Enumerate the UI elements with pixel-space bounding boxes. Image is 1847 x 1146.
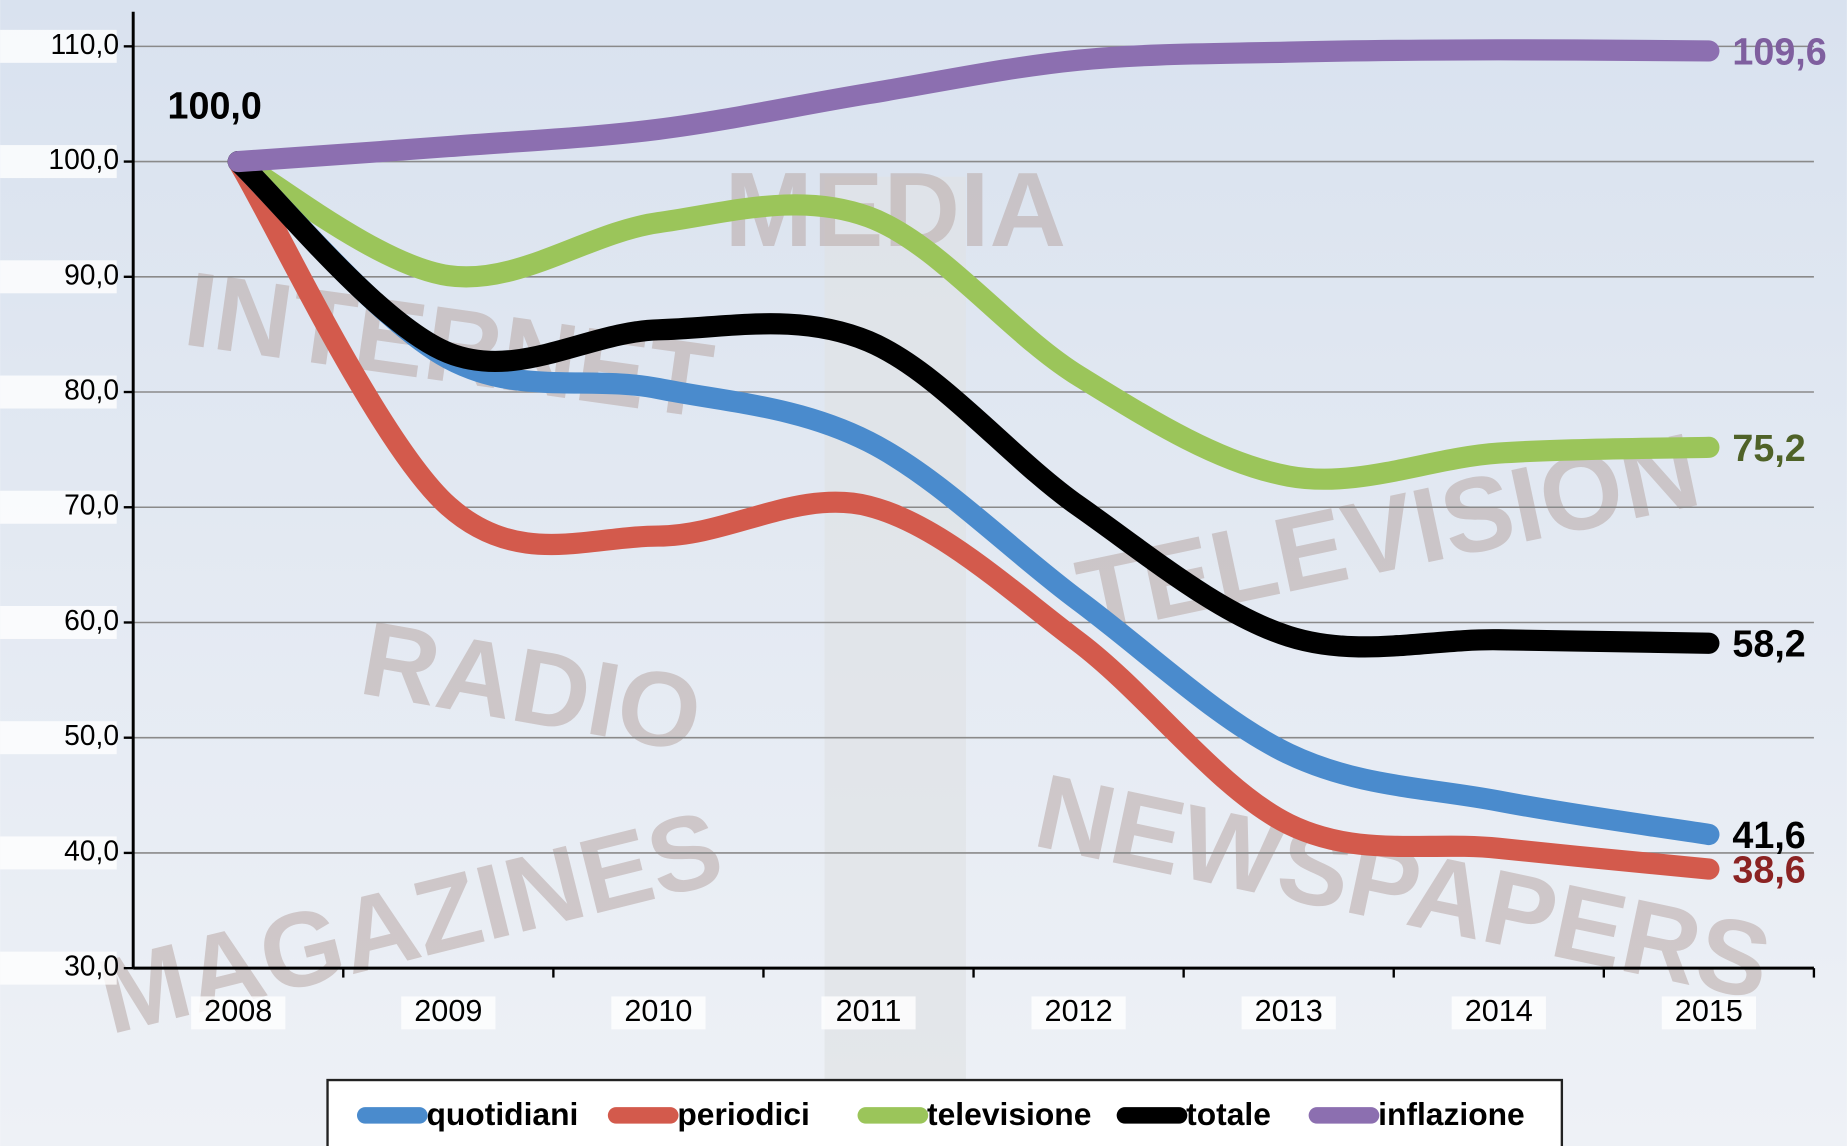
y-tick-label: 100,0 bbox=[48, 143, 119, 175]
series-line bbox=[227, 150, 1720, 490]
x-tick-label: 2008 bbox=[204, 994, 272, 1028]
x-tick-label: 2009 bbox=[414, 994, 482, 1028]
y-tick-bg bbox=[0, 375, 117, 409]
legend-label: periodici bbox=[677, 1096, 810, 1132]
x-tick-label: 2013 bbox=[1255, 994, 1323, 1028]
x-tick-bg bbox=[1451, 996, 1546, 1030]
x-tick-bg bbox=[1031, 996, 1126, 1030]
y-tick-bg bbox=[0, 721, 117, 755]
value-label: 75,2 bbox=[1732, 427, 1805, 469]
x-tick-label: 2012 bbox=[1045, 994, 1113, 1028]
x-tick-label: 2011 bbox=[836, 994, 902, 1028]
series-line bbox=[227, 150, 1720, 880]
y-tick-bg bbox=[0, 260, 117, 294]
series-line bbox=[227, 150, 1720, 658]
y-tick-label: 50,0 bbox=[64, 719, 119, 751]
y-tick-label: 80,0 bbox=[64, 373, 119, 405]
y-tick-label: 110,0 bbox=[50, 28, 119, 60]
x-tick-bg bbox=[1661, 996, 1756, 1030]
y-tick-bg bbox=[0, 836, 117, 870]
value-label: 38,6 bbox=[1732, 849, 1805, 891]
legend-label: televisione bbox=[927, 1096, 1091, 1132]
value-label: 41,6 bbox=[1732, 814, 1805, 856]
y-tick-label: 70,0 bbox=[64, 489, 119, 521]
x-tick-bg bbox=[821, 996, 916, 1030]
y-tick-label: 60,0 bbox=[64, 604, 119, 636]
x-tick-bg bbox=[191, 996, 286, 1030]
y-tick-bg bbox=[0, 951, 117, 985]
x-tick-label: 2015 bbox=[1675, 994, 1743, 1028]
y-tick-label: 40,0 bbox=[64, 834, 119, 866]
legend-label: totale bbox=[1186, 1096, 1271, 1132]
x-tick-label: 2014 bbox=[1465, 994, 1533, 1028]
x-tick-bg bbox=[611, 996, 706, 1030]
series-line bbox=[227, 39, 1720, 173]
x-tick-bg bbox=[401, 996, 496, 1030]
y-tick-bg bbox=[0, 490, 117, 524]
legend-label: inflazione bbox=[1378, 1096, 1525, 1132]
value-label: 100,0 bbox=[168, 85, 262, 127]
y-tick-label: 30,0 bbox=[64, 950, 119, 982]
x-tick-bg bbox=[1241, 996, 1336, 1030]
value-label: 58,2 bbox=[1732, 623, 1805, 665]
y-tick-label: 90,0 bbox=[64, 258, 119, 290]
y-tick-bg bbox=[0, 145, 117, 179]
value-label: 109,6 bbox=[1732, 30, 1826, 72]
y-tick-bg bbox=[0, 605, 117, 639]
y-tick-bg bbox=[0, 29, 117, 63]
legend-label: quotidiani bbox=[426, 1096, 578, 1132]
x-tick-label: 2010 bbox=[624, 994, 692, 1028]
